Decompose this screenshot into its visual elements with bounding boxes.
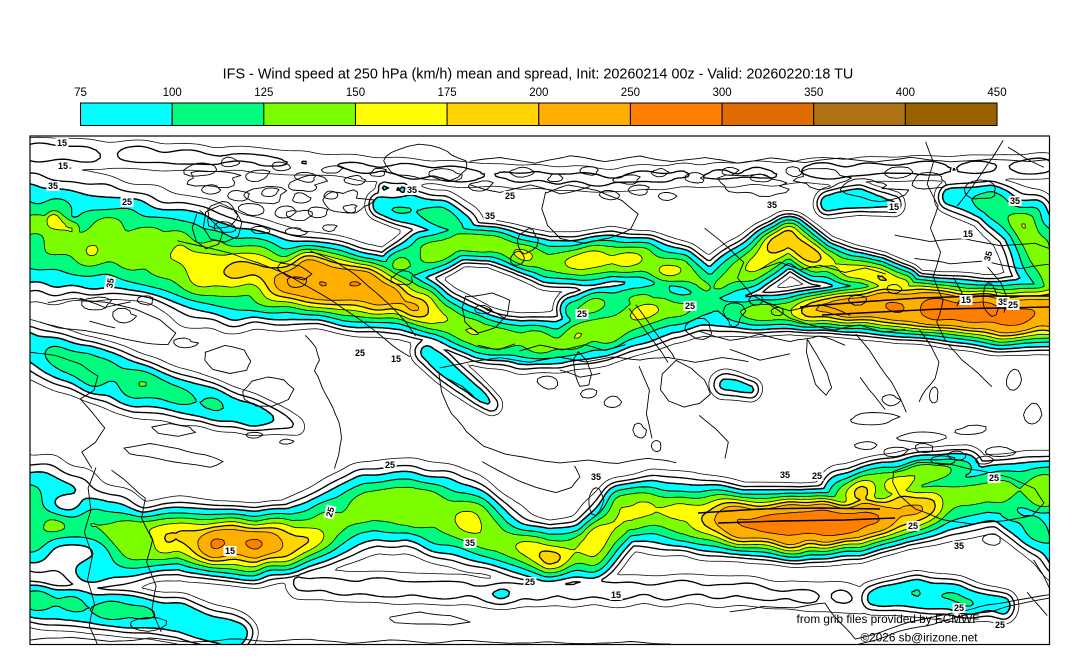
svg-text:25: 25 (122, 197, 132, 207)
svg-text:15: 15 (391, 354, 401, 364)
svg-text:25: 25 (355, 348, 365, 358)
svg-text:25: 25 (505, 191, 515, 201)
svg-text:15: 15 (57, 138, 67, 148)
svg-text:15: 15 (889, 202, 899, 212)
svg-text:35: 35 (780, 470, 790, 480)
svg-text:125: 125 (254, 87, 273, 99)
svg-text:35: 35 (48, 181, 58, 191)
svg-text:25: 25 (577, 309, 587, 319)
svg-text:35: 35 (767, 200, 777, 210)
svg-text:35: 35 (104, 277, 116, 289)
svg-text:300: 300 (713, 87, 732, 99)
svg-text:450: 450 (987, 87, 1006, 99)
svg-text:25: 25 (385, 460, 395, 470)
svg-text:25: 25 (995, 620, 1005, 630)
svg-text:25: 25 (1008, 300, 1018, 310)
svg-text:15: 15 (611, 590, 621, 600)
svg-text:IFS - Wind speed at 250 hPa (k: IFS - Wind speed at 250 hPa (km/h) mean … (223, 67, 854, 83)
svg-text:35: 35 (591, 472, 601, 482)
svg-text:25: 25 (908, 521, 918, 531)
svg-text:250: 250 (621, 87, 640, 99)
svg-text:15: 15 (58, 161, 68, 171)
svg-text:25: 25 (324, 506, 336, 518)
svg-text:150: 150 (346, 87, 365, 99)
svg-text:35: 35 (407, 185, 417, 195)
svg-text:200: 200 (529, 87, 548, 99)
svg-text:25: 25 (989, 473, 999, 483)
svg-text:35: 35 (954, 541, 964, 551)
svg-text:25: 25 (525, 577, 535, 587)
svg-text:35: 35 (465, 538, 475, 548)
svg-text:100: 100 (163, 87, 182, 99)
svg-text:35: 35 (982, 250, 994, 262)
svg-text:75: 75 (74, 87, 87, 99)
svg-text:from grib files provided by EC: from grib files provided by ECMWF (797, 612, 980, 626)
svg-text:25: 25 (685, 301, 695, 311)
svg-text:400: 400 (896, 87, 915, 99)
svg-text:35: 35 (1010, 196, 1020, 206)
svg-text:35: 35 (485, 211, 495, 221)
svg-text:15: 15 (225, 546, 235, 556)
svg-text:15: 15 (961, 295, 971, 305)
svg-text:©2026 sb@irizone.net: ©2026 sb@irizone.net (860, 631, 978, 645)
svg-text:35: 35 (998, 297, 1008, 307)
svg-text:25: 25 (954, 603, 964, 613)
svg-text:15: 15 (963, 229, 973, 239)
svg-text:350: 350 (804, 87, 823, 99)
svg-text:175: 175 (438, 87, 457, 99)
svg-text:25: 25 (812, 471, 822, 481)
